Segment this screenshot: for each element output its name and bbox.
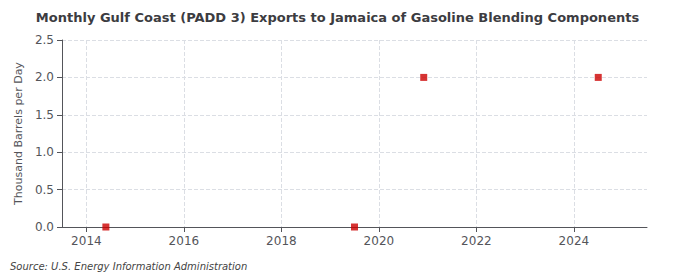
svg-text:2024: 2024 <box>559 234 590 248</box>
svg-text:2014: 2014 <box>71 234 102 248</box>
svg-text:2016: 2016 <box>169 234 200 248</box>
svg-text:1.0: 1.0 <box>35 145 54 159</box>
svg-text:2022: 2022 <box>461 234 492 248</box>
svg-text:2.0: 2.0 <box>35 70 54 84</box>
svg-text:2.5: 2.5 <box>35 33 54 47</box>
svg-text:Monthly Gulf Coast (PADD 3) Ex: Monthly Gulf Coast (PADD 3) Exports to J… <box>36 10 640 25</box>
svg-text:0.5: 0.5 <box>35 183 54 197</box>
svg-text:2020: 2020 <box>364 234 395 248</box>
svg-text:2018: 2018 <box>266 234 297 248</box>
svg-text:Source: U.S. Energy Informatio: Source: U.S. Energy Information Administ… <box>10 261 247 272</box>
svg-text:Thousand Barrels per Day: Thousand Barrels per Day <box>12 62 25 206</box>
svg-text:0.0: 0.0 <box>35 220 54 234</box>
svg-text:1.5: 1.5 <box>35 108 54 122</box>
